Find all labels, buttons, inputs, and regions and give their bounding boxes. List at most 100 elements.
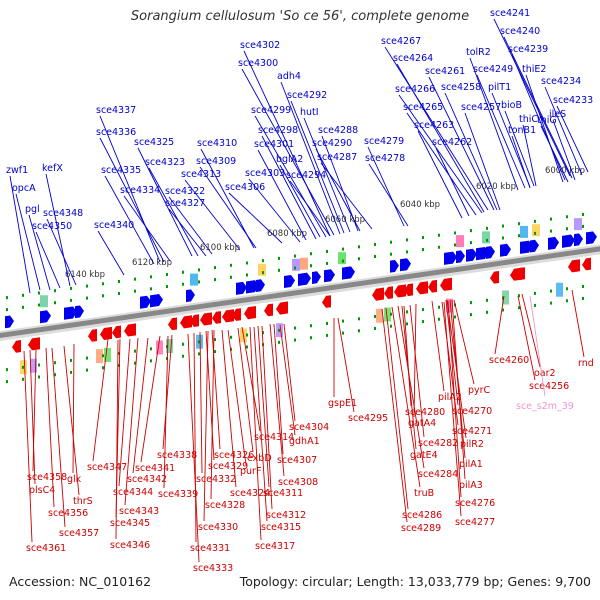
ruler-tick-mark bbox=[406, 310, 408, 314]
forward-gene-leader bbox=[320, 162, 373, 230]
ruler-tick-mark bbox=[374, 326, 376, 330]
map-title: Sorangium cellulosum 'So ce 56', complet… bbox=[130, 9, 470, 24]
reverse-gene-leader bbox=[517, 295, 536, 381]
ruler-tick-mark bbox=[6, 308, 8, 312]
ruler-tick-mark bbox=[470, 241, 472, 245]
ruler-tick-mark bbox=[182, 282, 184, 286]
reverse-gene-label: sce4311 bbox=[263, 488, 303, 499]
reverse-gene-leader bbox=[221, 329, 237, 488]
forward-gene-label: sce4310 bbox=[197, 138, 237, 149]
forward-gene-arrow bbox=[574, 233, 583, 247]
ruler-tick-mark bbox=[230, 335, 232, 339]
ruler-tick-mark bbox=[342, 247, 344, 251]
ruler-tick-mark bbox=[518, 234, 520, 238]
reverse-gene-leader bbox=[391, 306, 421, 488]
reverse-gene-leader bbox=[227, 329, 247, 466]
forward-gene-label: pilT1 bbox=[488, 82, 511, 93]
ruler-tick-mark bbox=[54, 289, 56, 293]
reverse-gene-leader bbox=[92, 338, 109, 462]
reverse-gene-arrow bbox=[222, 309, 234, 323]
reverse-gene-label: sce4304 bbox=[289, 422, 329, 433]
reverse-gene-label: sce4314 bbox=[254, 432, 294, 443]
reverse-gene-leader bbox=[257, 325, 270, 488]
forward-gene-leader bbox=[228, 192, 283, 244]
forward-gene-label: sce4300 bbox=[238, 58, 278, 69]
forward-gene-leader bbox=[289, 180, 331, 237]
reverse-gene-leader bbox=[199, 331, 203, 474]
reverse-gene-label: sce4329 bbox=[208, 461, 248, 472]
forward-gene-label: sce4303 bbox=[245, 168, 285, 179]
forward-gene-leader bbox=[35, 231, 61, 289]
ruler-tick-mark bbox=[550, 229, 552, 233]
rna-gene-label: sce_s2m_39 bbox=[516, 401, 574, 412]
feature-block bbox=[482, 231, 490, 244]
ruler-tick-mark bbox=[502, 236, 504, 240]
ruler-tick-mark bbox=[358, 317, 360, 321]
ruler-tick-mark bbox=[566, 287, 568, 291]
reverse-gene-label: sce4331 bbox=[190, 543, 230, 554]
forward-gene-label: sce4340 bbox=[94, 220, 134, 231]
forward-gene-leader bbox=[303, 117, 351, 233]
forward-gene-leader bbox=[315, 148, 361, 232]
forward-gene-leader bbox=[552, 119, 576, 181]
forward-gene-label: sce4240 bbox=[500, 26, 540, 37]
forward-gene-leader bbox=[511, 54, 566, 181]
reverse-gene-arrow bbox=[428, 279, 437, 293]
ruler-label: 6000 kbp bbox=[545, 166, 585, 176]
forward-gene-arrow bbox=[5, 315, 14, 329]
forward-gene-label: sce4265 bbox=[403, 102, 443, 113]
forward-gene-label: sce4287 bbox=[317, 152, 357, 163]
feature-block bbox=[502, 290, 509, 305]
forward-gene-label: sce4322 bbox=[165, 186, 205, 197]
forward-gene-leader bbox=[46, 218, 77, 286]
ruler-tick-mark bbox=[470, 229, 472, 233]
reverse-gene-leader bbox=[397, 305, 425, 469]
accession-text: Accession: NC_010162 bbox=[9, 574, 152, 589]
reverse-gene-label: pilA3 bbox=[459, 480, 483, 491]
ruler-tick-mark bbox=[326, 333, 328, 337]
forward-gene-leader bbox=[556, 105, 589, 173]
forward-gene-label: sce4298 bbox=[258, 125, 298, 136]
reverse-gene-label: sce4276 bbox=[455, 498, 495, 509]
ruler-tick-mark bbox=[118, 291, 120, 295]
ruler-tick-mark bbox=[6, 368, 8, 372]
reverse-gene-arrow bbox=[582, 257, 591, 271]
reverse-gene-leader bbox=[163, 335, 169, 489]
forward-gene-leader bbox=[396, 63, 485, 213]
ruler-tick-mark bbox=[438, 233, 440, 237]
reverse-gene-arrow bbox=[212, 311, 221, 324]
ruler-tick-mark bbox=[486, 238, 488, 242]
reverse-gene-label: sce4361 bbox=[26, 543, 66, 554]
reverse-gene-label: sce4345 bbox=[110, 518, 150, 529]
reverse-gene-arrow bbox=[28, 337, 40, 351]
forward-gene-label: sce4267 bbox=[381, 36, 421, 47]
ruler-tick-mark bbox=[358, 257, 360, 261]
reverse-gene-label: sce4330 bbox=[198, 522, 238, 533]
ruler-tick-mark bbox=[486, 310, 488, 314]
forward-gene-leader bbox=[168, 208, 207, 257]
gene-features-layer bbox=[5, 218, 597, 375]
ruler-tick-mark bbox=[22, 293, 24, 297]
forward-gene-label: sce4233 bbox=[553, 95, 593, 106]
ruler-tick-mark bbox=[502, 296, 504, 300]
ruler-label: 6040 kbp bbox=[400, 200, 440, 210]
reverse-gene-arrow bbox=[88, 328, 97, 342]
ruler-tick-mark bbox=[486, 298, 488, 302]
feature-block bbox=[376, 308, 383, 323]
reverse-gene-leader bbox=[337, 317, 355, 413]
ruler-tick-mark bbox=[278, 328, 280, 332]
ruler-tick-mark bbox=[550, 217, 552, 221]
reverse-gene-label: pyrC bbox=[468, 385, 491, 396]
reverse-gene-label: sce4282 bbox=[418, 438, 458, 449]
reverse-gene-leader bbox=[72, 343, 75, 474]
reverse-gene-leader bbox=[447, 300, 462, 498]
forward-gene-label: sce4325 bbox=[134, 137, 174, 148]
ruler-tick-mark bbox=[86, 368, 88, 372]
ruler-tick-mark bbox=[582, 296, 584, 300]
ruler-label: 6080 kbp bbox=[267, 229, 307, 239]
forward-gene-leader bbox=[493, 18, 571, 177]
ruler-tick-mark bbox=[566, 215, 568, 219]
ruler-tick-mark bbox=[182, 354, 184, 358]
